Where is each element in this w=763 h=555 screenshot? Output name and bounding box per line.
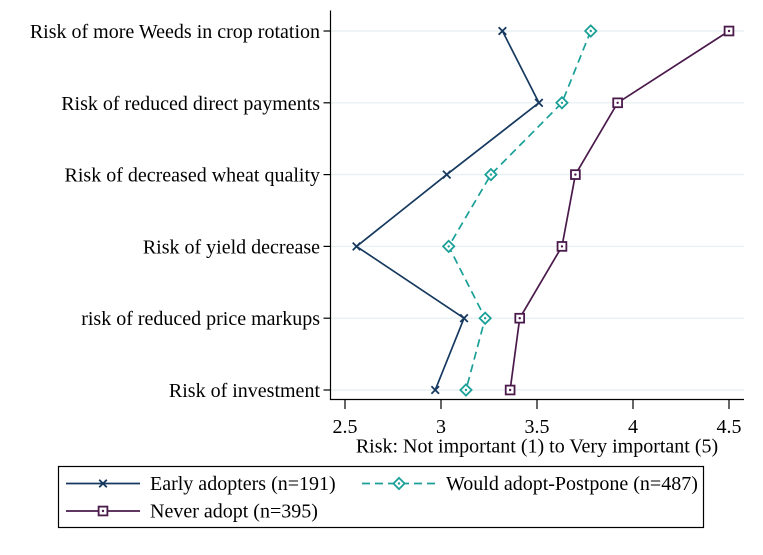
marker-square-dot: [508, 388, 512, 392]
category-label: Risk of reduced direct payments: [61, 93, 320, 115]
marker-square-dot: [616, 101, 619, 105]
marker-diamond-dot: [464, 388, 468, 392]
marker-square-dot: [518, 317, 521, 320]
x-tick-label: 4.5: [717, 416, 742, 438]
marker-x: [459, 313, 469, 323]
marker-square-dot: [560, 245, 564, 248]
marker-x: [98, 479, 108, 488]
legend-box: [57, 465, 705, 529]
marker-square-dot: [101, 509, 105, 513]
marker-diamond-dot: [560, 101, 564, 105]
legend: Early adopters (n=191) Would adopt-Postpo…: [57, 465, 705, 529]
marker-square-dot: [727, 29, 731, 33]
category-label: risk of reduced price markups: [81, 308, 320, 330]
legend-label: Would adopt-Postpone (n=487): [446, 473, 698, 495]
marker-diamond-dot: [483, 317, 487, 320]
marker-x: [352, 241, 361, 251]
category-label: Risk of more Weeds in crop rotation: [30, 21, 320, 43]
x-tick-label: 2.5: [333, 416, 358, 438]
marker-x: [442, 170, 452, 180]
legend-label: Never adopt (n=395): [150, 501, 318, 523]
legend-label: Early adopters (n=191): [150, 473, 336, 495]
series-line: [509, 30, 730, 391]
marker-diamond-dot: [447, 245, 450, 248]
series-line: [447, 30, 592, 391]
marker-diamond-dot: [589, 29, 592, 33]
marker-x: [534, 98, 544, 108]
marker-diamond-dot: [489, 173, 493, 176]
axis-labels: Risk of more Weeds in crop rotation Risk …: [30, 21, 742, 438]
category-label: Risk of investment: [169, 380, 321, 402]
category-label: Risk of decreased wheat quality: [65, 165, 320, 187]
marker-x: [430, 385, 440, 395]
axes: [323, 10, 744, 409]
x-tick-label: 3.5: [525, 416, 550, 438]
marker-diamond-dot: [397, 482, 401, 485]
series: [352, 24, 735, 397]
x-axis-title: Risk: Not important (1) to Very importan…: [356, 436, 718, 458]
series-line: [355, 30, 540, 391]
gridlines: [330, 30, 744, 391]
marker-x: [498, 26, 507, 36]
category-label: Risk of yield decrease: [143, 236, 320, 258]
x-tick-label: 3: [436, 416, 446, 438]
marker-square-dot: [574, 173, 577, 176]
x-tick-label: 4: [628, 416, 638, 438]
